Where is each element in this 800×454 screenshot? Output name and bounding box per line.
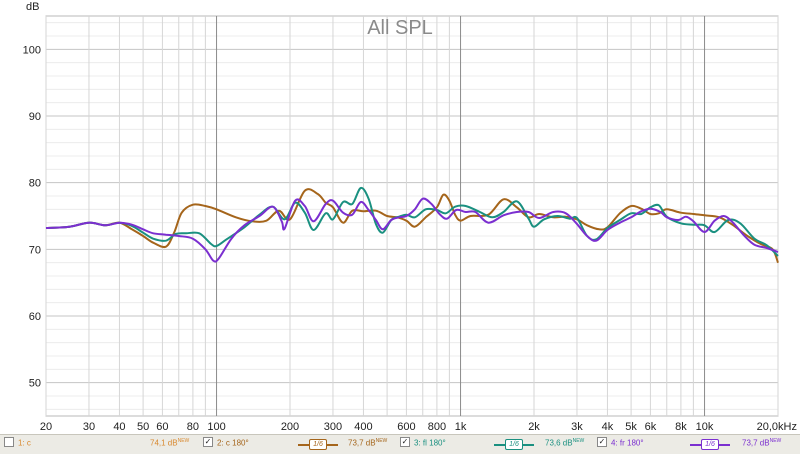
legend-item-badge: NEW (769, 438, 782, 444)
chart-title: All SPL (367, 17, 433, 39)
x-tick-label: 40 (113, 421, 125, 432)
chart-grid (45, 15, 779, 417)
series-line-1 (45, 188, 779, 264)
legend-checkbox[interactable] (4, 437, 14, 447)
x-tick-label: 20 (40, 421, 52, 432)
x-tick-label: 2k (528, 421, 540, 432)
x-tick-label: 800 (428, 421, 446, 432)
x-tick-label: 100 (207, 421, 225, 432)
legend-bar: 1: c 74,1 dBNEW ✓ 2: c 180° 1/6 73,7 dBNEW ✓ 3:… (0, 434, 800, 454)
x-tick-label: 5k (625, 421, 637, 432)
chart-series (45, 186, 779, 264)
x-tick-label: 20,0kHz (757, 421, 797, 432)
x-tick-label: 1k (455, 421, 467, 432)
y-tick-label: 90 (29, 111, 41, 123)
x-tick-label: 10k (696, 421, 714, 432)
x-tick-label: 200 (281, 421, 299, 432)
legend-item-value: 73,6 dBNEW (545, 438, 585, 448)
y-tick-label: 50 (29, 378, 41, 390)
y-axis-label: dB (26, 1, 39, 13)
x-tick-label: 300 (324, 421, 342, 432)
x-tick-label: 60 (156, 421, 168, 432)
legend-item-value: 73,7 dBNEW (348, 438, 388, 448)
smoothing-label: 1/6 (309, 439, 327, 450)
legend-checkbox[interactable]: ✓ (203, 437, 213, 447)
smoothing-indicator[interactable]: 1/6 (690, 439, 730, 450)
smoothing-indicator[interactable]: 1/6 (298, 439, 338, 450)
x-tick-label: 600 (397, 421, 415, 432)
smoothing-label: 1/6 (505, 439, 523, 450)
y-tick-label: 80 (29, 178, 41, 190)
x-tick-label: 4k (602, 421, 614, 432)
legend-item-value: 73,7 dBNEW (742, 438, 782, 448)
legend-item-badge: NEW (572, 438, 585, 444)
smoothing-label: 1/6 (701, 439, 719, 450)
x-tick-label: 6k (645, 421, 657, 432)
legend-item[interactable]: ✓ 3: fl 180° (400, 437, 446, 452)
spl-chart: 50 60 70 80 90 100 20 30 40 50 60 80 100 200 300 400 60… (23, 1, 797, 432)
x-tick-label: 8k (675, 421, 687, 432)
x-tick-label: 80 (187, 421, 199, 432)
x-tick-labels: 20 30 40 50 60 80 100 200 300 400 600 800 1k 2k 3k 4k 5k… (40, 421, 797, 432)
x-tick-label: 3k (571, 421, 583, 432)
legend-item[interactable]: ✓ 2: c 180° (203, 437, 249, 452)
legend-item-name: 4: fr 180° (611, 438, 644, 448)
y-tick-label: 60 (29, 311, 41, 323)
smoothing-indicator[interactable]: 1/6 (494, 439, 534, 450)
legend-item-badge: NEW (177, 438, 190, 444)
x-tick-label: 50 (137, 421, 149, 432)
legend-item-value: 74,1 dBNEW (150, 438, 190, 448)
y-tick-label: 70 (29, 244, 41, 256)
x-tick-label: 400 (354, 421, 372, 432)
legend-item-name: 2: c 180° (217, 438, 249, 448)
x-tick-label: 30 (83, 421, 95, 432)
legend-checkbox[interactable]: ✓ (400, 437, 410, 447)
legend-checkbox[interactable]: ✓ (597, 437, 607, 447)
legend-item-name: 3: fl 180° (414, 438, 446, 448)
legend-item[interactable]: ✓ 4: fr 180° (597, 437, 644, 452)
series-line-2 (45, 186, 779, 257)
series-line-3 (45, 197, 779, 263)
legend-item[interactable]: 1: c (4, 437, 31, 452)
y-tick-labels: 50 60 70 80 90 100 (23, 44, 41, 389)
legend-item-badge: NEW (375, 438, 388, 444)
y-tick-label: 100 (23, 44, 41, 56)
legend-item-name: 1: c (18, 438, 31, 448)
